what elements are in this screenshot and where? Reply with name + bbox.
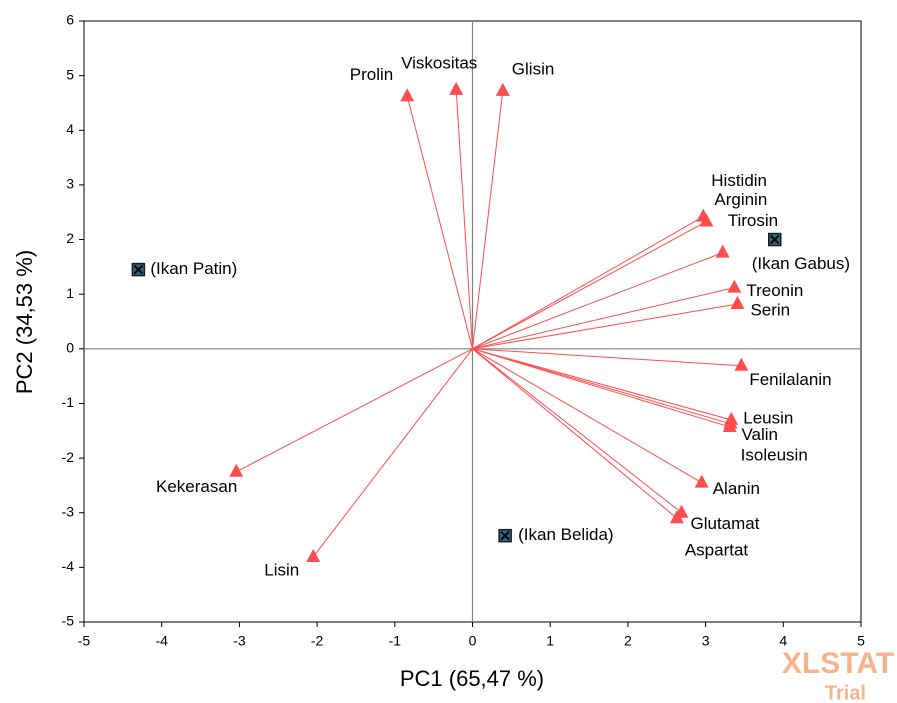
vector-tip (495, 82, 510, 96)
watermark: XLSTAT (782, 647, 894, 680)
x-tick-label: -1 (389, 633, 402, 649)
vector-tip (715, 244, 730, 258)
vector (472, 348, 730, 428)
point-label: Viskositas (401, 53, 477, 72)
y-tick-label: 0 (66, 340, 74, 356)
y-tick-label: 5 (66, 66, 74, 82)
x-tick-label: -5 (78, 633, 91, 649)
x-tick-label: 3 (702, 633, 710, 649)
y-tick-label: 4 (66, 121, 74, 137)
point-label: Valin (741, 425, 778, 444)
point-label: Fenilalanin (749, 370, 831, 389)
point-label: (Ikan Gabus) (752, 254, 850, 273)
point-label: Alanin (713, 479, 760, 498)
y-tick-label: -2 (62, 449, 75, 465)
vector (472, 216, 704, 350)
vector-tip (229, 463, 244, 477)
point-label: (Ikan Patin) (150, 259, 237, 278)
y-tick-label: -1 (62, 394, 75, 410)
x-tick-label: 2 (624, 633, 632, 649)
point-label: Prolin (350, 65, 393, 84)
vector (406, 96, 473, 349)
y-tick-label: 6 (66, 12, 74, 28)
y-tick-label: -3 (62, 503, 75, 519)
vector (312, 348, 473, 558)
point-label: Arginin (714, 190, 767, 209)
vector (455, 89, 473, 349)
vector (472, 348, 678, 519)
vector (472, 303, 738, 350)
observation (131, 262, 146, 277)
vector (472, 252, 723, 350)
vector-tip (669, 510, 684, 524)
x-tick-label: 5 (857, 633, 865, 649)
point-label: Histidin (711, 171, 767, 190)
y-tick-label: 1 (66, 285, 74, 301)
y-tick-label: -5 (62, 613, 75, 629)
vector-tip (722, 418, 737, 432)
vector-tip (449, 81, 464, 95)
y-axis-title: PC2 (34,53 %) (12, 250, 37, 394)
vector (472, 348, 732, 421)
y-tick-label: 2 (66, 230, 74, 246)
vector-tip (699, 213, 714, 227)
vector (472, 348, 731, 425)
point-label: Glisin (512, 59, 555, 78)
vector (472, 287, 735, 350)
vector (472, 348, 702, 484)
point-label: Kekerasan (156, 477, 237, 496)
y-tick-label: 3 (66, 176, 74, 192)
vector-tip (306, 548, 321, 562)
vector-tip (694, 474, 709, 488)
vector-tip (400, 88, 415, 102)
point-label: Isoleusin (741, 445, 808, 464)
x-tick-label: -4 (155, 633, 168, 649)
watermark: Trial (825, 682, 866, 703)
vector-tip (730, 296, 745, 310)
x-tick-label: 1 (546, 633, 554, 649)
vector (472, 221, 707, 350)
vector-tip (734, 357, 749, 371)
vector (472, 348, 742, 367)
point-label: Tirosin (728, 211, 778, 230)
vector (236, 348, 473, 473)
observation (768, 232, 782, 247)
point-label: (Ikan Belida) (518, 525, 613, 544)
x-axis-title: PC1 (65,47 %) (400, 666, 544, 691)
point-label: Leusin (743, 408, 793, 427)
vector-tip (727, 279, 742, 293)
x-tick-label: 0 (469, 633, 477, 649)
y-tick-label: -4 (62, 558, 75, 574)
vector (472, 348, 682, 514)
vector (472, 90, 504, 349)
point-label: Serin (750, 301, 790, 320)
x-tick-label: -2 (311, 633, 324, 649)
observation (498, 528, 512, 543)
point-label: Aspartat (685, 541, 749, 560)
point-label: Treonin (746, 281, 803, 300)
point-label: Glutamat (691, 514, 760, 533)
x-tick-label: 4 (779, 633, 787, 649)
x-tick-label: -3 (233, 633, 246, 649)
point-label: Lisin (264, 560, 299, 579)
